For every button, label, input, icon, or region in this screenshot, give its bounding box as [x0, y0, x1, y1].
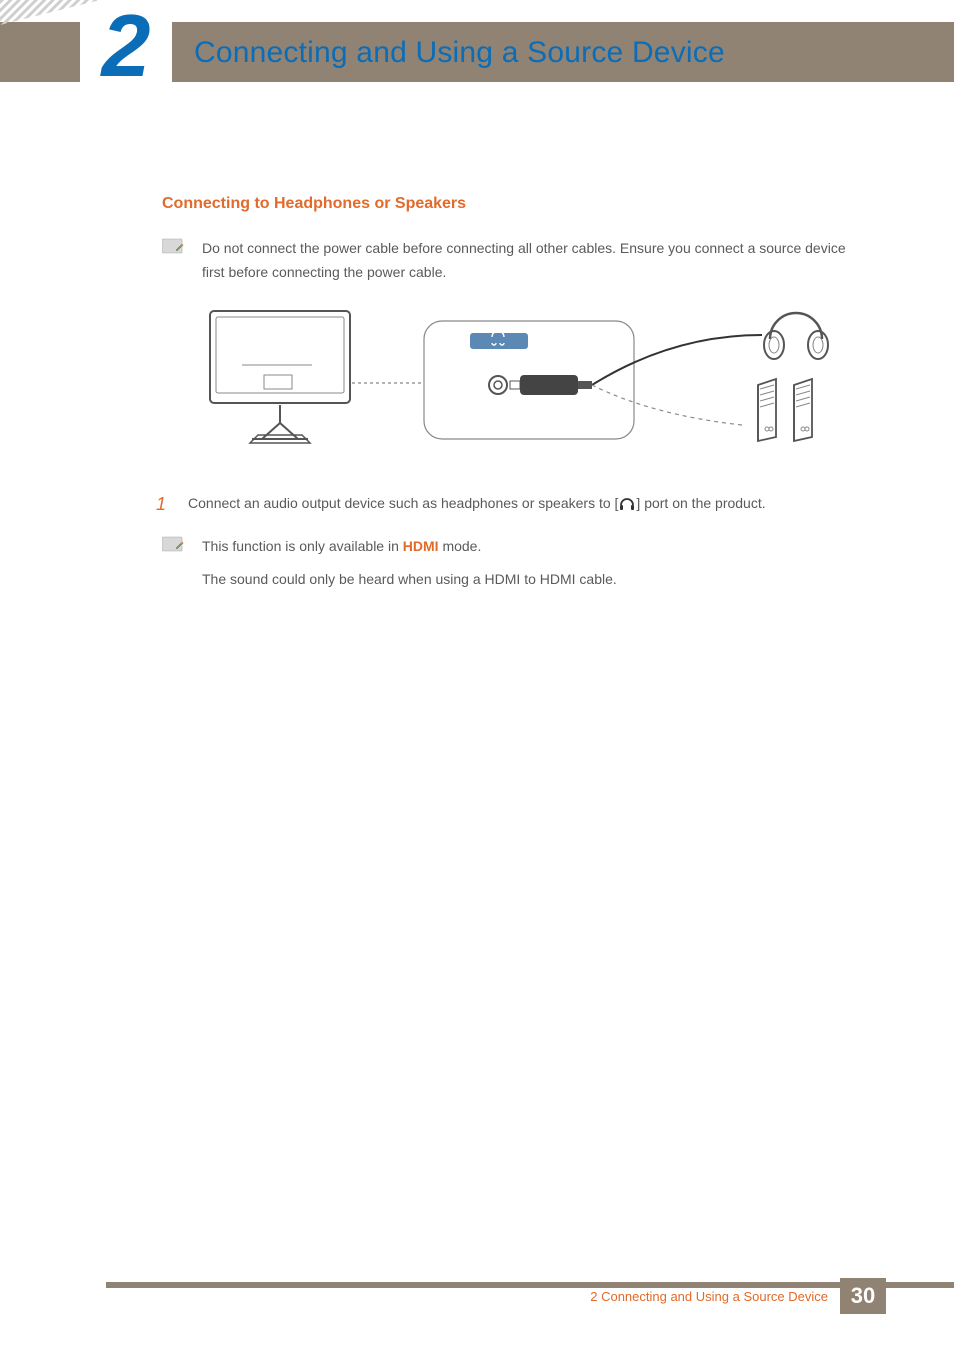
header-hatch-decoration [0, 0, 100, 25]
hdmi-label: HDMI [403, 538, 439, 554]
step-row: 1 Connect an audio output device such as… [156, 494, 862, 515]
note-block: Do not connect the power cable before co… [162, 237, 862, 285]
port-panel-icon [424, 321, 762, 439]
note2-after: mode. [439, 538, 482, 554]
step-text-after: ] port on the product. [636, 495, 765, 511]
note-text: Do not connect the power cable before co… [202, 237, 862, 285]
chapter-title: Connecting and Using a Source Device [194, 36, 725, 70]
step-text-before: Connect an audio output device such as h… [188, 495, 618, 511]
page-number-box: 30 [840, 1278, 886, 1314]
section-heading: Connecting to Headphones or Speakers [162, 195, 862, 213]
step-text: Connect an audio output device such as h… [188, 495, 766, 512]
monitor-icon [210, 311, 350, 443]
note2-line2: The sound could only be heard when using… [202, 568, 862, 592]
page-number: 30 [851, 1283, 875, 1309]
connection-diagram [202, 305, 862, 470]
note-block-2: This function is only available in HDMI … [162, 535, 862, 593]
note2-before: This function is only available in [202, 538, 403, 554]
page-content: Connecting to Headphones or Speakers Do … [162, 195, 862, 606]
note-2-text: This function is only available in HDMI … [202, 535, 862, 593]
step-number: 1 [156, 494, 166, 515]
chapter-number: 2 [102, 6, 151, 85]
note-icon [162, 535, 184, 553]
footer-chapter-ref: 2 Connecting and Using a Source Device [590, 1289, 828, 1304]
speakers-icon [758, 379, 812, 441]
headphones-icon [764, 313, 828, 359]
footer-bar [106, 1282, 954, 1288]
note-icon [162, 237, 184, 255]
headphone-port-icon [618, 496, 636, 512]
